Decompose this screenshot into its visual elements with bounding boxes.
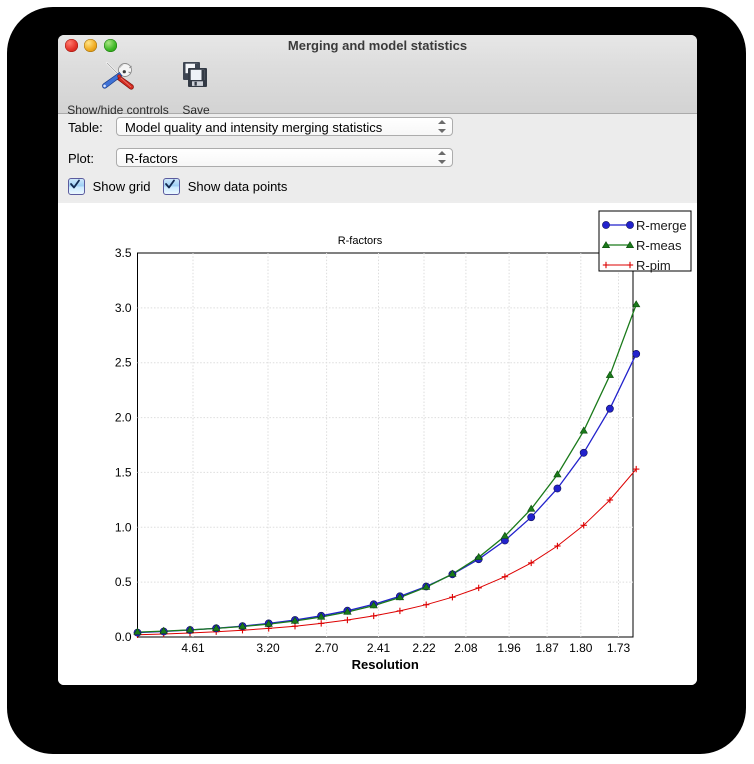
svg-text:1.5: 1.5 [115,465,132,479]
svg-text:3.0: 3.0 [115,301,132,315]
svg-text:0.0: 0.0 [115,630,132,644]
svg-text:R-meas: R-meas [636,238,682,253]
svg-text:2.5: 2.5 [115,356,132,370]
svg-text:3.5: 3.5 [115,246,132,260]
svg-text:1.96: 1.96 [497,641,521,655]
svg-text:1.0: 1.0 [115,520,132,534]
svg-text:1.73: 1.73 [607,641,631,655]
svg-text:2.0: 2.0 [115,411,132,425]
svg-text:2.08: 2.08 [454,641,478,655]
svg-text:R-pim: R-pim [636,258,671,273]
svg-text:Resolution: Resolution [352,657,419,672]
svg-text:0.5: 0.5 [115,575,132,589]
svg-text:R-factors: R-factors [338,235,383,247]
svg-text:1.87: 1.87 [535,641,559,655]
svg-text:2.22: 2.22 [412,641,436,655]
svg-text:2.41: 2.41 [367,641,391,655]
svg-text:3.20: 3.20 [256,641,280,655]
svg-text:2.70: 2.70 [315,641,339,655]
svg-text:R-merge: R-merge [636,218,687,233]
svg-text:4.61: 4.61 [181,641,205,655]
svg-text:1.80: 1.80 [569,641,593,655]
